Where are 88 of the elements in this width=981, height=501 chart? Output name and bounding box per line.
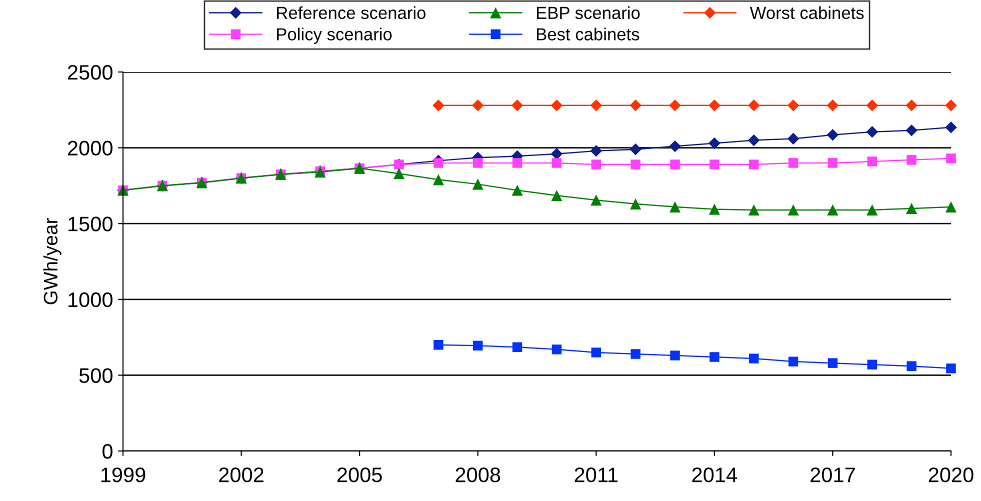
legend-label: Reference scenario	[277, 6, 426, 20]
point	[708, 204, 720, 215]
point	[748, 134, 760, 146]
legend-label: Best cabinets	[536, 28, 640, 40]
y-tick-label: 0	[102, 444, 112, 459]
point	[630, 198, 642, 210]
point	[748, 204, 760, 216]
point	[708, 99, 720, 112]
point	[670, 160, 680, 170]
point	[550, 99, 563, 112]
y-tick-label: 1000	[68, 292, 112, 308]
point	[590, 99, 602, 112]
point	[591, 160, 602, 170]
x-tick-label: 2011	[574, 468, 618, 482]
x-tick-label: 2005	[337, 468, 382, 482]
point	[788, 204, 799, 216]
point	[946, 364, 956, 374]
point	[787, 132, 800, 145]
point	[906, 202, 918, 214]
point	[512, 158, 522, 168]
point	[945, 99, 957, 112]
point	[550, 148, 563, 160]
point	[827, 204, 838, 216]
x-tick-label: 1999	[101, 468, 146, 482]
point	[432, 174, 444, 186]
point	[552, 344, 562, 354]
point	[708, 137, 720, 150]
point	[393, 168, 405, 180]
point	[906, 99, 918, 112]
point	[710, 352, 720, 362]
point	[630, 349, 640, 359]
point	[472, 99, 484, 112]
point	[512, 342, 522, 352]
point	[590, 144, 602, 157]
point	[748, 99, 760, 112]
y-axis-title: GWh/year	[43, 218, 62, 304]
legend-label: EBP scenario	[536, 6, 640, 20]
point	[630, 143, 642, 156]
y-tick-label: 2500	[68, 65, 112, 80]
point	[906, 361, 916, 371]
y-tick-label: 500	[79, 368, 112, 383]
point	[670, 350, 680, 360]
point	[787, 99, 800, 112]
point	[906, 124, 918, 136]
point	[906, 155, 916, 165]
point	[591, 348, 602, 358]
point	[788, 356, 798, 366]
y-tick-label: 2000	[68, 140, 112, 156]
point	[434, 340, 444, 350]
point	[866, 126, 878, 138]
point	[434, 158, 444, 168]
point	[866, 204, 878, 216]
x-tick-label: 2002	[219, 468, 264, 482]
x-tick-label: 2017	[810, 468, 855, 482]
point	[511, 99, 524, 112]
point	[867, 360, 878, 370]
point	[748, 160, 759, 170]
point	[788, 158, 798, 168]
point	[630, 160, 640, 170]
point	[669, 201, 681, 212]
point	[432, 99, 444, 112]
point	[512, 184, 523, 196]
point	[551, 190, 562, 202]
x-tick-label: 2020	[928, 468, 974, 482]
point	[590, 194, 602, 206]
x-tick-label: 2008	[456, 468, 500, 482]
point	[826, 99, 839, 112]
point	[748, 354, 759, 364]
point	[472, 158, 483, 168]
x-tick-label: 2014	[692, 468, 737, 482]
point	[945, 121, 957, 134]
point	[669, 99, 681, 112]
point	[710, 160, 720, 170]
point	[669, 140, 681, 152]
legend-label: Policy scenario	[277, 28, 392, 44]
point	[867, 156, 878, 166]
point	[826, 129, 839, 141]
point	[472, 178, 484, 190]
point	[630, 99, 642, 112]
point	[472, 340, 483, 350]
point	[828, 158, 838, 168]
y-tick-label: 1500	[68, 216, 112, 232]
point	[866, 99, 878, 112]
point	[946, 154, 956, 164]
point	[828, 358, 838, 368]
legend-label: Worst cabinets	[750, 6, 864, 20]
point	[945, 201, 957, 212]
point	[552, 158, 562, 168]
